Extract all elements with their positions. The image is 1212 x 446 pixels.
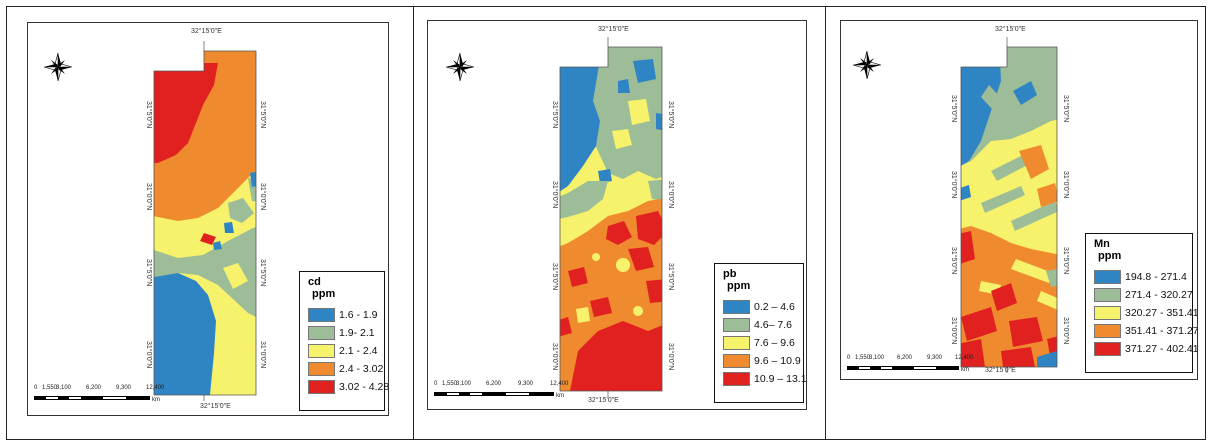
- legend-swatch: [723, 318, 750, 332]
- mn-lat-label-right-2: 31°0'0"N: [1062, 171, 1069, 198]
- mn-lat-label-right-3: 31°5'0"N: [1062, 247, 1069, 274]
- pb-lat-label-right-3: 31°5'0"N: [667, 263, 674, 290]
- mn-lat-label-right-4: 31°0'0"N: [1062, 317, 1069, 344]
- cd-lat-label-right-1: 31°5'0"N: [259, 101, 266, 128]
- mn-lon-label-top: 32°15'0"E: [995, 26, 1026, 33]
- pb-lat-label-left-2: 31°0'0"N: [551, 181, 558, 208]
- legend-swatch: [1094, 342, 1121, 356]
- panel-divider: [413, 6, 414, 440]
- legend-swatch: [308, 308, 335, 322]
- cd-legend-item: 2.1 - 2.4: [308, 342, 378, 360]
- cd-legend-item: 2.4 - 3.02: [308, 360, 378, 378]
- cd-lat-label-left-4: 31°0'0"N: [145, 341, 152, 368]
- panel-divider: [825, 6, 826, 440]
- pb-lat-label-right-1: 31°5'0"N: [667, 101, 674, 128]
- mn-lat-label-left-3: 31°5'0"N: [950, 247, 957, 274]
- pb-lat-label-right-2: 31°0'0"N: [667, 181, 674, 208]
- cd-lat-label-left-3: 31°5'0"N: [145, 259, 152, 286]
- legend-swatch: [723, 336, 750, 350]
- pb-legend-item: 0.2 – 4.6: [723, 298, 797, 316]
- legend-swatch: [1094, 288, 1121, 302]
- pb-legend-unit: ppm: [727, 280, 797, 292]
- mn-legend-item: 271.4 - 320.27: [1094, 286, 1186, 304]
- legend-swatch: [1094, 324, 1121, 338]
- mn-lat-label-left-4: 31°0'0"N: [950, 317, 957, 344]
- legend-swatch: [308, 380, 335, 394]
- pb-legend-item: 4.6– 7.6: [723, 316, 797, 334]
- mn-legend-unit: ppm: [1098, 250, 1186, 262]
- mn-lon-label-bottom: 32°15'0"E: [985, 367, 1016, 374]
- north-arrow-icon: [853, 51, 881, 79]
- cd-legend-unit: ppm: [312, 288, 378, 300]
- cd-lat-label-right-4: 31°0'0"N: [259, 341, 266, 368]
- cd-legend-item: 1.9- 2.1: [308, 324, 378, 342]
- legend-swatch: [308, 326, 335, 340]
- legend-swatch: [1094, 306, 1121, 320]
- legend-swatch: [308, 344, 335, 358]
- cd-lat-label-left-2: 31°0'0"N: [145, 183, 152, 210]
- mn-legend-title: Mn: [1094, 238, 1186, 250]
- pb-lat-label-left-1: 31°5'0"N: [551, 101, 558, 128]
- cd-lat-label-left-1: 31°5'0"N: [145, 101, 152, 128]
- legend-swatch: [723, 354, 750, 368]
- mn-lat-label-left-1: 31°5'0"N: [950, 95, 957, 122]
- legend-swatch: [723, 372, 750, 386]
- pb-legend-item: 10.9 – 13.16: [723, 370, 797, 388]
- legend-swatch: [1094, 270, 1121, 284]
- pb-legend-item: 7.6 – 9.6: [723, 334, 797, 352]
- mn-legend-item: 371.27 - 402.41: [1094, 340, 1186, 358]
- cd-lon-label-bottom: 32°15'0"E: [200, 403, 231, 410]
- mn-legend-item: 351.41 - 371.27: [1094, 322, 1186, 340]
- cd-legend-title: cd: [308, 276, 378, 288]
- map-panel-cd: 32°15'0"E 32°15'0"E 31°5'0"N 31°0'0"N 31…: [27, 22, 389, 416]
- legend-swatch: [723, 300, 750, 314]
- north-arrow-icon: [44, 53, 72, 81]
- mn-lat-label-left-2: 31°0'0"N: [950, 171, 957, 198]
- pb-lat-label-left-3: 31°5'0"N: [551, 263, 558, 290]
- mn-legend: Mn ppm 194.8 - 271.4 271.4 - 320.27 320.…: [1085, 233, 1193, 373]
- cd-lat-label-right-2: 31°0'0"N: [259, 183, 266, 210]
- pb-legend-item: 9.6 – 10.9: [723, 352, 797, 370]
- pb-legend: pb ppm 0.2 – 4.6 4.6– 7.6 7.6 – 9.6 9.6 …: [714, 263, 804, 403]
- mn-legend-item: 320.27 - 351.41: [1094, 304, 1186, 322]
- legend-swatch: [308, 362, 335, 376]
- north-arrow-icon: [446, 53, 474, 81]
- cd-legend-item: 3.02 - 4.28: [308, 378, 378, 396]
- mn-legend-item: 194.8 - 271.4: [1094, 268, 1186, 286]
- pb-lon-label-bottom: 32°15'0"E: [588, 397, 619, 404]
- pb-lat-label-left-4: 31°0'0"N: [551, 343, 558, 370]
- map-panel-mn: 32°15'0"E 32°15'0"E 31°5'0"N 31°0'0"N 31…: [840, 20, 1198, 380]
- cd-legend-item: 1.6 - 1.9: [308, 306, 378, 324]
- map-panel-pb: 32°15'0"E 32°15'0"E 31°5'0"N 31°0'0"N 31…: [427, 20, 807, 410]
- pb-legend-title: pb: [723, 268, 797, 280]
- pb-lon-label-top: 32°15'0"E: [598, 26, 629, 33]
- cd-legend: cd ppm 1.6 - 1.9 1.9- 2.1 2.1 - 2.4 2.4 …: [299, 271, 385, 411]
- mn-lat-label-right-1: 31°5'0"N: [1062, 95, 1069, 122]
- cd-lat-label-right-3: 31°5'0"N: [259, 259, 266, 286]
- cd-lon-label-top: 32°15'0"E: [191, 28, 222, 35]
- pb-lat-label-right-4: 31°0'0"N: [667, 343, 674, 370]
